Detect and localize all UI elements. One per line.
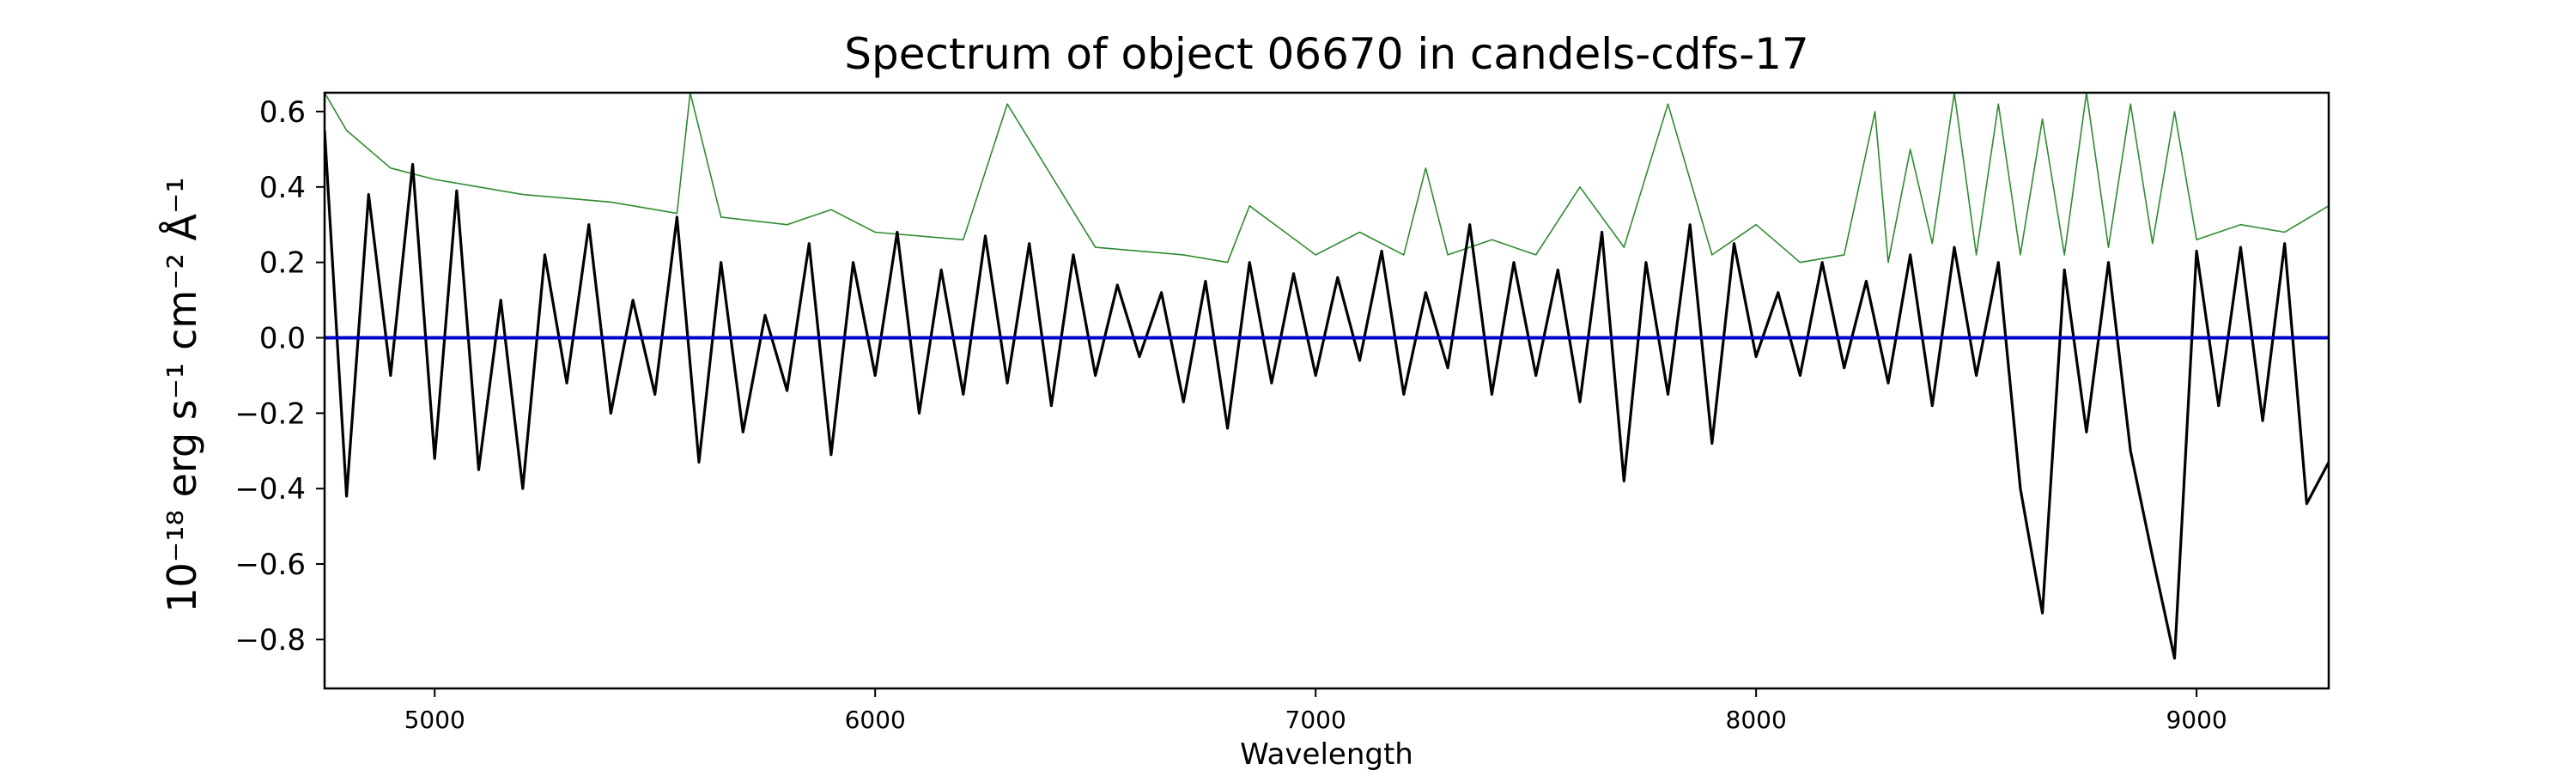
plot-frame — [323, 91, 2330, 690]
y-tick-label: −0.2 — [234, 397, 306, 431]
x-tick-label: 6000 — [845, 706, 906, 734]
y-axis-label: 10⁻¹⁸ erg s⁻¹ cm⁻² Å⁻¹ — [159, 177, 205, 612]
y-tick-label: −0.4 — [234, 472, 306, 506]
chart-title: Spectrum of object 06670 in candels-cdfs… — [844, 29, 1809, 79]
model-series-line — [325, 93, 2329, 264]
x-axis-label: Wavelength — [1240, 737, 1413, 772]
series-layer — [325, 93, 2329, 660]
x-tick-label: 7000 — [1285, 706, 1346, 734]
x-tick-label: 9000 — [2166, 706, 2227, 734]
x-tick-label: 8000 — [1726, 706, 1787, 734]
ticks-layer: 5000 6000 7000 8000 9000 −0.8 −0.6 −0.4 −0.2 0.0 0… — [234, 95, 2227, 734]
flux-series-line — [325, 130, 2329, 660]
y-tick-label: 0.2 — [259, 246, 306, 281]
y-tick-label: 0.6 — [259, 95, 306, 130]
y-tick-label: −0.8 — [234, 623, 306, 658]
y-tick-label: 0.0 — [259, 322, 306, 356]
y-tick-label: 0.4 — [259, 171, 306, 205]
x-tick-label: 5000 — [404, 706, 465, 734]
y-tick-label: −0.6 — [234, 548, 306, 582]
